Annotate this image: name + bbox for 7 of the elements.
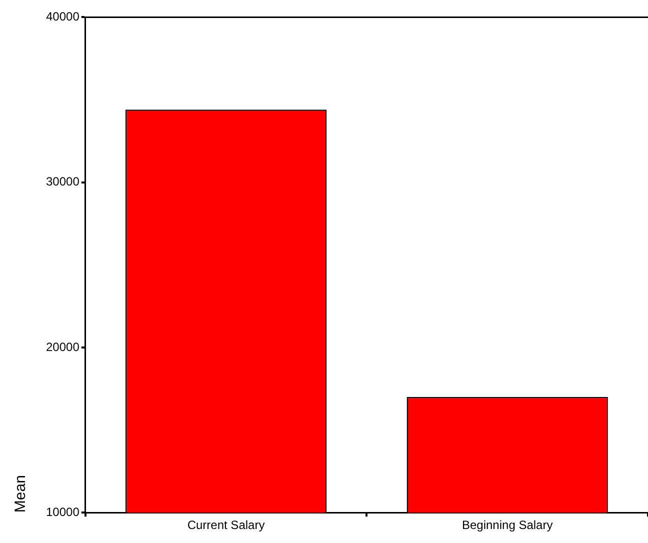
- x-tick-label: Current Salary: [187, 518, 265, 532]
- y-tick-label: 10000: [46, 504, 80, 519]
- y-tick-label: 20000: [46, 340, 80, 354]
- x-tick-label: Beginning Salary: [462, 518, 553, 532]
- y-tick-label: 30000: [46, 174, 80, 189]
- y-tick-label: 40000: [46, 10, 80, 24]
- y-axis-title: Mean: [12, 475, 30, 513]
